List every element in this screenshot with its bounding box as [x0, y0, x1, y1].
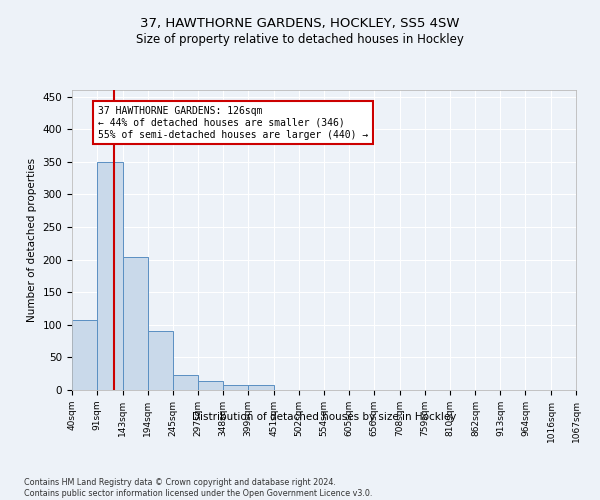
Text: 37 HAWTHORNE GARDENS: 126sqm
← 44% of detached houses are smaller (346)
55% of s: 37 HAWTHORNE GARDENS: 126sqm ← 44% of de…: [98, 106, 368, 140]
Text: Contains HM Land Registry data © Crown copyright and database right 2024.
Contai: Contains HM Land Registry data © Crown c…: [24, 478, 373, 498]
Bar: [122, 257, 148, 390]
Bar: [148, 332, 173, 390]
Bar: [198, 381, 223, 390]
Text: Size of property relative to detached houses in Hockley: Size of property relative to detached ho…: [136, 32, 464, 46]
Bar: [97, 162, 122, 390]
Text: 37, HAWTHORNE GARDENS, HOCKLEY, SS5 4SW: 37, HAWTHORNE GARDENS, HOCKLEY, SS5 4SW: [140, 18, 460, 30]
Bar: [248, 386, 274, 390]
Bar: [173, 375, 198, 390]
Bar: [223, 385, 248, 390]
Y-axis label: Number of detached properties: Number of detached properties: [27, 158, 37, 322]
Bar: [72, 320, 97, 390]
Text: Distribution of detached houses by size in Hockley: Distribution of detached houses by size …: [192, 412, 456, 422]
